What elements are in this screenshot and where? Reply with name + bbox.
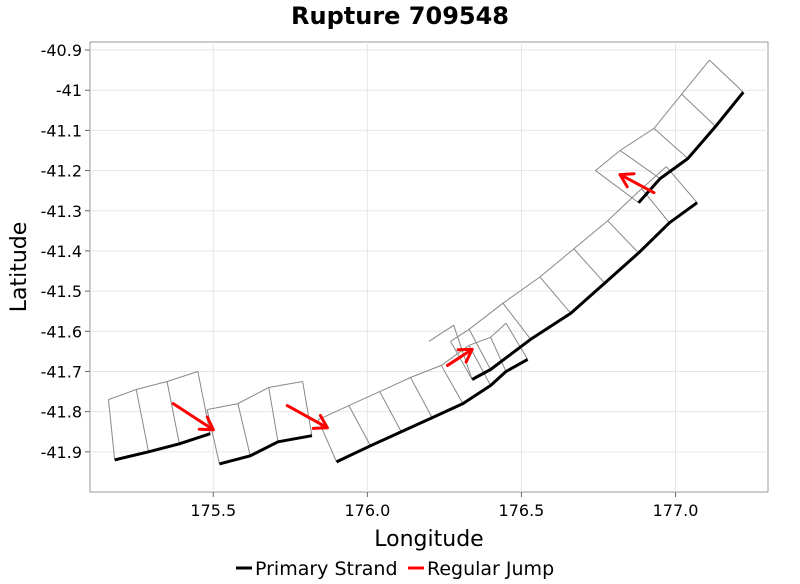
fault-section-edge <box>348 405 371 447</box>
y-tick-label: -41.3 <box>41 202 82 221</box>
fault-sections <box>107 59 744 464</box>
fault-section-edge <box>619 150 661 180</box>
fault-section-edge <box>573 248 606 284</box>
regular-jump-arrowhead <box>456 347 474 364</box>
legend-label-regular-jump: Regular Jump <box>427 558 554 580</box>
x-tick-label: 177.0 <box>653 501 699 520</box>
y-tick-label: -41.5 <box>41 282 82 301</box>
y-axis-ticks: -40.9 -41 -41.1 -41.2 -41.3 -41.4 -41.5 -41.6 -4… <box>41 41 90 462</box>
fault-section-edge <box>379 391 402 432</box>
fault-section-edge <box>665 166 698 204</box>
regular-jump-arrowhead <box>197 415 215 432</box>
y-tick-label: -41.9 <box>41 443 82 462</box>
fault-section-edge <box>197 371 211 434</box>
primary-strand-line <box>114 432 211 462</box>
regular-jump-arrow <box>285 404 329 430</box>
regular-jump-arrow <box>618 173 656 195</box>
fault-section-edge <box>502 302 532 340</box>
fault-section-edge <box>595 170 639 204</box>
fault-section-edge <box>653 128 689 159</box>
legend-label-primary-strand: Primary Strand <box>255 558 398 580</box>
primary-strand-line <box>637 91 745 204</box>
fault-section-edge <box>450 341 473 380</box>
fault-section-edge <box>166 381 180 444</box>
chart-title: Rupture 709548 <box>291 2 509 30</box>
regular-jump-arrowhead <box>618 172 636 189</box>
y-tick-label: -41.7 <box>41 362 82 381</box>
fault-section-edge <box>709 59 744 93</box>
primary-strands <box>114 91 745 466</box>
y-tick-label: -41.6 <box>41 322 82 341</box>
primary-strand-line <box>471 201 698 381</box>
fault-section-edge <box>107 399 116 460</box>
y-tick-label: -41.4 <box>41 242 82 261</box>
fault-section-edge <box>302 381 313 436</box>
y-tick-label: -41 <box>56 81 82 100</box>
x-tick-label: 175.5 <box>190 501 236 520</box>
y-tick-label: -41.8 <box>41 403 82 422</box>
fault-section-edge <box>607 220 639 254</box>
x-tick-label: 176.0 <box>344 501 390 520</box>
legend: Primary Strand Regular Jump <box>236 558 554 580</box>
regular-jump-arrow <box>171 402 215 432</box>
x-tick-label: 176.5 <box>499 501 545 520</box>
fault-section-edge <box>410 377 433 418</box>
x-axis-ticks: 175.5 176.0 176.5 177.0 <box>190 492 698 520</box>
fault-section-edge <box>681 93 716 127</box>
regular-jumps <box>171 172 656 432</box>
fault-section-edge <box>237 403 251 456</box>
x-axis-label: Longitude <box>374 527 483 552</box>
y-tick-label: -40.9 <box>41 41 82 60</box>
fault-section-edge <box>468 329 492 370</box>
y-tick-label: -41.1 <box>41 121 82 140</box>
fault-section-edge <box>505 322 529 360</box>
fault-section-edge <box>440 365 464 404</box>
fault-section-edge <box>539 276 572 314</box>
fault-section-edge <box>468 345 492 386</box>
fault-section-top-edge <box>108 371 199 401</box>
y-tick-label: -41.2 <box>41 162 82 181</box>
regular-jump-arrow <box>445 347 474 367</box>
fault-section-top-edge <box>317 322 507 421</box>
primary-strand-line <box>219 434 313 466</box>
fault-section-edge <box>135 389 150 452</box>
primary-strand-line <box>335 358 529 464</box>
fault-section-top-edge <box>207 381 303 411</box>
regular-jump-arrowhead <box>311 414 329 430</box>
plot-area <box>89 41 769 493</box>
y-axis-label: Latitude <box>7 222 32 313</box>
fault-section-edge <box>490 337 507 372</box>
fault-section-top-edge <box>450 166 667 342</box>
fault-section-edge <box>268 387 279 442</box>
